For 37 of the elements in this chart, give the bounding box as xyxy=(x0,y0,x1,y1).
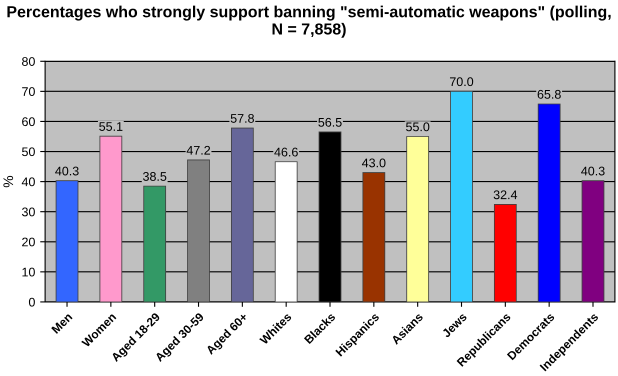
data-label: 40.3 xyxy=(55,166,79,176)
data-label: 32.4 xyxy=(494,190,518,200)
data-label: 56.5 xyxy=(318,118,342,127)
y-tick-label: 50 xyxy=(22,147,35,156)
bar xyxy=(143,186,166,302)
data-label: 57.8 xyxy=(230,114,254,123)
data-label: 38.5 xyxy=(143,172,166,181)
x-tick-label: Men xyxy=(51,312,73,334)
bar xyxy=(406,136,430,302)
bar xyxy=(56,180,78,302)
data-label: 40.3 xyxy=(581,166,605,176)
bar xyxy=(274,161,298,302)
bar xyxy=(494,204,517,302)
data-label: 55.1 xyxy=(99,122,122,131)
y-tick-label: 10 xyxy=(22,268,35,276)
y-tick-label: 40 xyxy=(22,177,35,186)
data-label: 46.6 xyxy=(274,148,298,157)
bar xyxy=(582,180,604,302)
y-tick-label: 20 xyxy=(22,238,35,246)
data-label: 43.0 xyxy=(362,158,386,168)
chart-title: Percentages who strongly support banning "semi-automatic weapons" (polling, N = 7,858) xyxy=(7,6,611,38)
bar xyxy=(538,104,561,302)
bar xyxy=(230,128,254,302)
y-axis-title: % xyxy=(3,176,14,188)
bar xyxy=(187,160,210,302)
data-label: 55.0 xyxy=(406,122,430,132)
y-tick-label: 60 xyxy=(22,117,35,126)
data-label: 65.8 xyxy=(538,90,561,99)
bar xyxy=(362,172,386,302)
bar xyxy=(99,136,122,302)
y-tick-label: 30 xyxy=(22,207,35,216)
y-tick-label: 0 xyxy=(28,298,35,307)
y-tick-label: 80 xyxy=(22,57,35,66)
data-label: 70.0 xyxy=(450,77,474,86)
bar xyxy=(450,90,473,302)
y-tick-label: 70 xyxy=(22,87,35,96)
data-label: 47.2 xyxy=(186,146,210,155)
